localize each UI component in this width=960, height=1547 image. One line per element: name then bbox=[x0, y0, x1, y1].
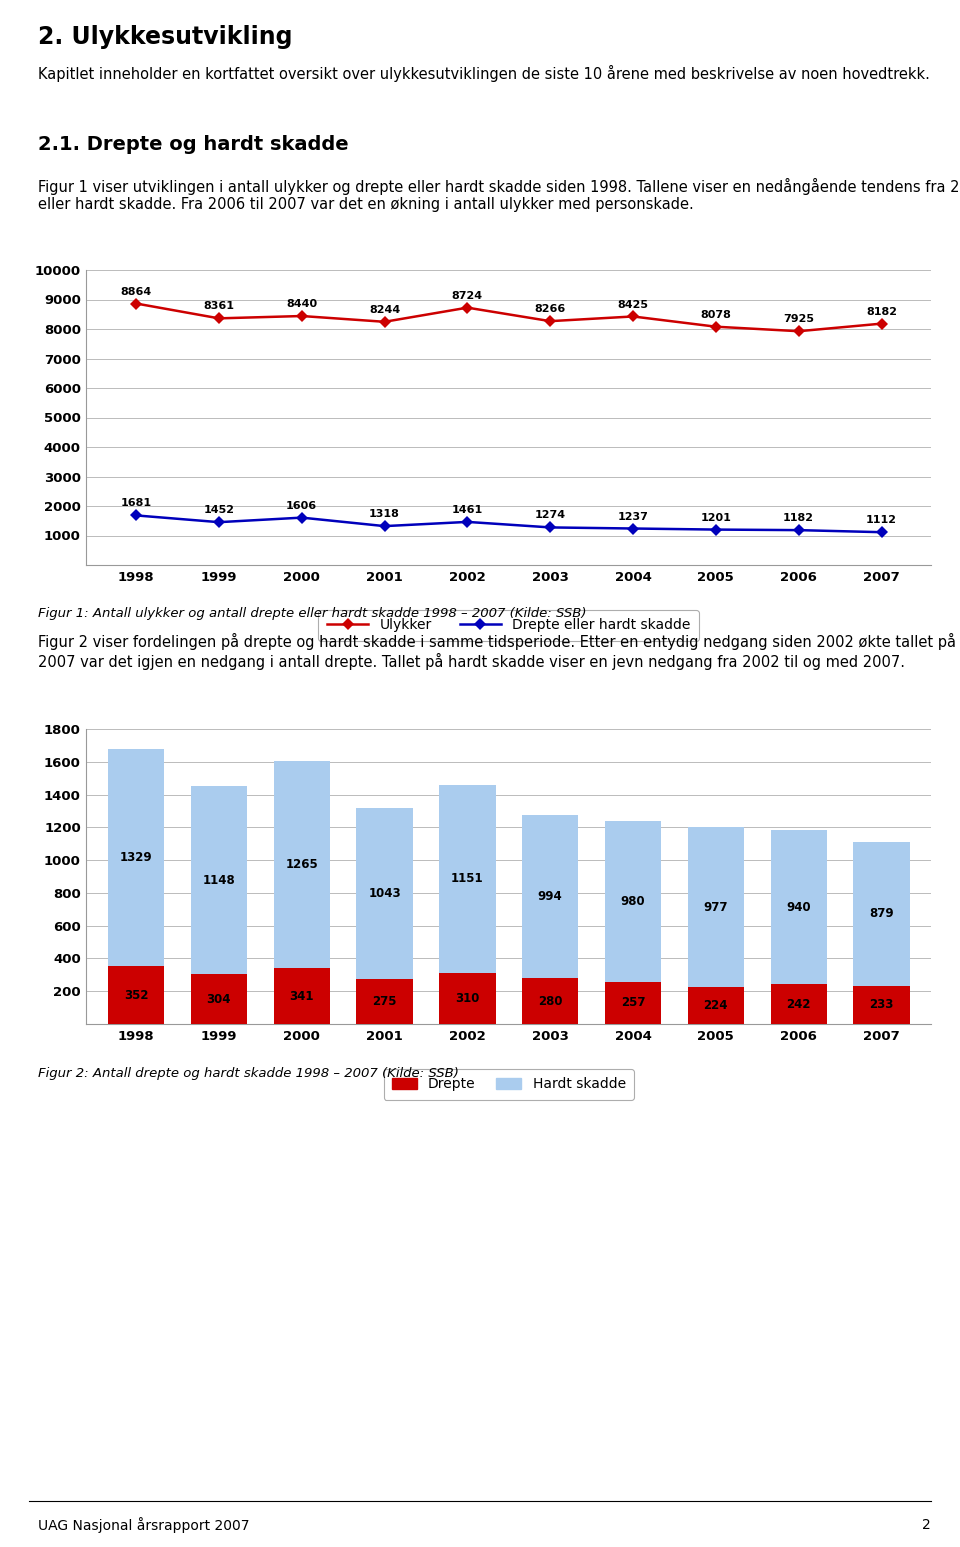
Text: 242: 242 bbox=[786, 998, 811, 1010]
Bar bbox=[274, 761, 330, 968]
Text: 310: 310 bbox=[455, 992, 480, 1006]
Bar bbox=[771, 984, 827, 1024]
Text: 1043: 1043 bbox=[369, 886, 401, 900]
Text: 977: 977 bbox=[704, 900, 728, 914]
Text: 1148: 1148 bbox=[203, 874, 235, 886]
Bar bbox=[687, 987, 744, 1024]
Bar bbox=[853, 985, 910, 1024]
Text: Figur 2 viser fordelingen på drepte og hardt skadde i samme tidsperiode. Etter e: Figur 2 viser fordelingen på drepte og h… bbox=[38, 633, 960, 670]
Text: 8266: 8266 bbox=[535, 305, 565, 314]
Bar bbox=[440, 973, 495, 1024]
Text: 1182: 1182 bbox=[783, 514, 814, 523]
Text: 8078: 8078 bbox=[701, 309, 732, 320]
Text: 280: 280 bbox=[538, 995, 563, 1007]
Text: 257: 257 bbox=[621, 996, 645, 1010]
Bar bbox=[108, 749, 164, 967]
Bar bbox=[440, 784, 495, 973]
Text: 940: 940 bbox=[786, 900, 811, 914]
Bar bbox=[274, 968, 330, 1024]
Legend: Ulykker, Drepte eller hardt skadde: Ulykker, Drepte eller hardt skadde bbox=[319, 610, 699, 640]
Text: 8361: 8361 bbox=[204, 302, 234, 311]
Text: 341: 341 bbox=[290, 990, 314, 1002]
Text: Figur 2: Antall drepte og hardt skadde 1998 – 2007 (Kilde: SSB): Figur 2: Antall drepte og hardt skadde 1… bbox=[38, 1066, 459, 1080]
Text: 275: 275 bbox=[372, 995, 396, 1009]
Text: 879: 879 bbox=[869, 907, 894, 920]
Text: 2: 2 bbox=[923, 1518, 931, 1532]
Text: 8864: 8864 bbox=[120, 286, 152, 297]
Bar bbox=[605, 821, 661, 982]
Bar bbox=[605, 982, 661, 1024]
Text: 1452: 1452 bbox=[204, 506, 234, 515]
Text: 2. Ulykkesutvikling: 2. Ulykkesutvikling bbox=[38, 25, 293, 50]
Text: 1681: 1681 bbox=[121, 498, 152, 509]
Text: 1318: 1318 bbox=[370, 509, 400, 520]
Legend: Drepte, Hardt skadde: Drepte, Hardt skadde bbox=[384, 1069, 634, 1100]
Text: 2.1. Drepte og hardt skadde: 2.1. Drepte og hardt skadde bbox=[38, 135, 349, 153]
Text: 1151: 1151 bbox=[451, 873, 484, 885]
Text: 7925: 7925 bbox=[783, 314, 814, 325]
Text: 1265: 1265 bbox=[285, 859, 318, 871]
Bar bbox=[108, 967, 164, 1024]
Bar bbox=[356, 808, 413, 979]
Text: 8724: 8724 bbox=[452, 291, 483, 300]
Bar bbox=[853, 842, 910, 985]
Bar bbox=[522, 815, 578, 978]
Bar bbox=[356, 979, 413, 1024]
Text: 1461: 1461 bbox=[452, 504, 483, 515]
Text: 1606: 1606 bbox=[286, 501, 318, 511]
Text: 1112: 1112 bbox=[866, 515, 897, 526]
Bar bbox=[771, 831, 827, 984]
Text: Figur 1 viser utviklingen i antall ulykker og drepte eller hardt skadde siden 19: Figur 1 viser utviklingen i antall ulykk… bbox=[38, 178, 960, 212]
Text: Figur 1: Antall ulykker og antall drepte eller hardt skadde 1998 – 2007 (Kilde: : Figur 1: Antall ulykker og antall drepte… bbox=[38, 608, 587, 620]
Text: Kapitlet inneholder en kortfattet oversikt over ulykkesutviklingen de siste 10 å: Kapitlet inneholder en kortfattet oversi… bbox=[38, 65, 930, 82]
Text: 233: 233 bbox=[870, 998, 894, 1012]
Bar bbox=[191, 786, 247, 975]
Text: 1237: 1237 bbox=[617, 512, 648, 521]
Text: 8425: 8425 bbox=[617, 300, 649, 309]
Text: 224: 224 bbox=[704, 999, 728, 1012]
Bar bbox=[191, 975, 247, 1024]
Text: UAG Nasjonal årsrapport 2007: UAG Nasjonal årsrapport 2007 bbox=[38, 1516, 250, 1533]
Text: 8440: 8440 bbox=[286, 299, 318, 309]
Text: 1201: 1201 bbox=[701, 512, 732, 523]
Text: 352: 352 bbox=[124, 989, 149, 1001]
Text: 304: 304 bbox=[206, 993, 231, 1006]
Bar bbox=[522, 978, 578, 1024]
Text: 980: 980 bbox=[621, 896, 645, 908]
Text: 1274: 1274 bbox=[535, 511, 565, 520]
Text: 8244: 8244 bbox=[369, 305, 400, 316]
Text: 994: 994 bbox=[538, 890, 563, 903]
Text: 1329: 1329 bbox=[120, 851, 153, 863]
Text: 8182: 8182 bbox=[866, 306, 897, 317]
Bar bbox=[687, 828, 744, 987]
